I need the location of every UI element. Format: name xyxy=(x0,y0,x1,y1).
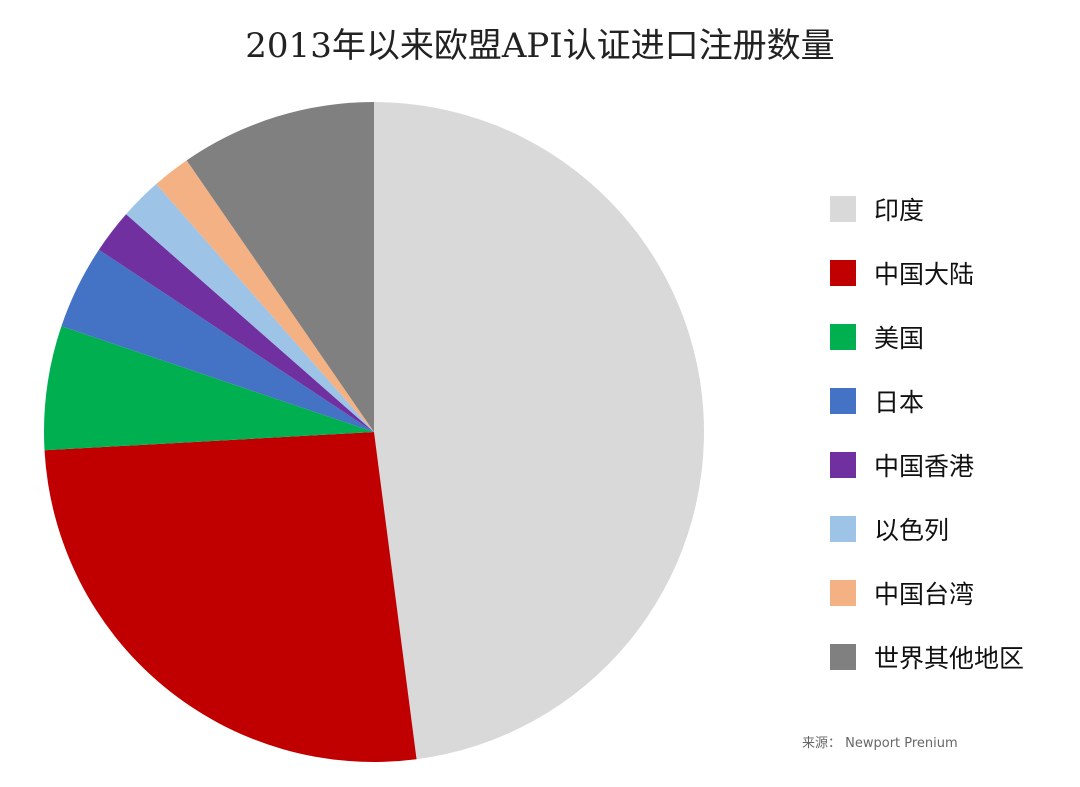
pie-slice-4 xyxy=(61,249,375,432)
legend-swatch xyxy=(830,196,856,222)
pie-slice-2 xyxy=(44,432,417,762)
legend-label: 中国大陆 xyxy=(874,260,975,289)
legend-label: 日本 xyxy=(874,388,925,417)
legend-swatch xyxy=(830,324,856,350)
legend-label: 中国香港 xyxy=(874,452,975,481)
legend-swatch xyxy=(830,580,856,606)
legend-swatch xyxy=(830,516,856,542)
legend-item: 以色列 xyxy=(830,513,1024,545)
legend-item: 中国香港 xyxy=(830,449,1024,481)
legend-swatch xyxy=(830,644,856,670)
legend-item: 世界其他地区 xyxy=(830,641,1024,673)
pie-slice-1 xyxy=(374,102,704,760)
legend-item: 印度 xyxy=(830,193,1024,225)
legend: 印度中国大陆美国日本中国香港以色列中国台湾世界其他地区 xyxy=(830,193,1024,705)
legend-label: 世界其他地区 xyxy=(874,644,1025,673)
legend-swatch xyxy=(830,388,856,414)
legend-swatch xyxy=(830,260,856,286)
pie-slice-7 xyxy=(156,160,374,432)
pie-slice-3 xyxy=(43,326,374,451)
pie-slice-5 xyxy=(98,214,375,432)
legend-label: 中国台湾 xyxy=(874,580,975,609)
legend-swatch xyxy=(830,452,856,478)
legend-item: 中国大陆 xyxy=(830,257,1024,289)
legend-item: 中国台湾 xyxy=(830,577,1024,609)
legend-label: 以色列 xyxy=(874,516,950,545)
legend-label: 印度 xyxy=(874,196,925,225)
pie-slice-8 xyxy=(186,102,374,432)
legend-item: 美国 xyxy=(830,321,1024,353)
legend-label: 美国 xyxy=(874,324,925,353)
legend-item: 日本 xyxy=(830,385,1024,417)
pie-slice-6 xyxy=(126,184,374,432)
chart-title: 2013年以来欧盟API认证进口注册数量 xyxy=(245,26,835,66)
source-note: 来源： Newport Prenium xyxy=(802,736,958,751)
